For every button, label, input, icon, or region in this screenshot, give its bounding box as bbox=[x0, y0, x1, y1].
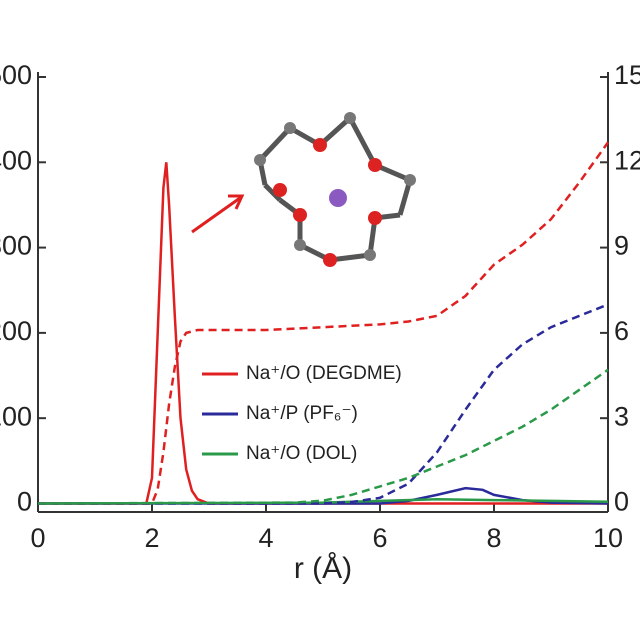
x-tick-label: 10 bbox=[593, 523, 623, 553]
y-tick-label: 400 bbox=[0, 145, 32, 175]
y2-tick-label: 9 bbox=[614, 231, 629, 261]
x-tick-label: 6 bbox=[372, 523, 387, 553]
x-axis-label: r (Å) bbox=[294, 552, 352, 585]
y-tick-label: 300 bbox=[0, 231, 32, 261]
y2-tick-label: 15 bbox=[614, 60, 640, 90]
legend-label: Na⁺/O (DEGDME) bbox=[246, 363, 402, 384]
y2-tick-label: 12 bbox=[614, 145, 640, 175]
y2-tick-label: 6 bbox=[614, 316, 629, 346]
x-tick-label: 8 bbox=[486, 523, 501, 553]
inset-atoms bbox=[254, 112, 416, 267]
y2-tick-label: 3 bbox=[614, 401, 629, 431]
series-line bbox=[37, 368, 609, 505]
y-tick-label: 200 bbox=[0, 316, 32, 346]
y-tick-label: 100 bbox=[0, 401, 32, 431]
y2-tick-label: 0 bbox=[614, 487, 629, 517]
legend-label: Na⁺/P (PF₆⁻) bbox=[246, 403, 358, 424]
x-tick-label: 2 bbox=[144, 523, 159, 553]
y-tick-label: 500 bbox=[0, 60, 32, 90]
series-line bbox=[38, 303, 609, 505]
legend-label: Na⁺/O (DOL) bbox=[246, 443, 357, 464]
inset-arrow bbox=[191, 194, 245, 234]
series-line bbox=[38, 141, 610, 505]
y-tick-label: 0 bbox=[17, 487, 32, 517]
series-line bbox=[37, 497, 609, 505]
x-tick-label: 4 bbox=[258, 523, 273, 553]
x-tick-label: 0 bbox=[30, 523, 45, 553]
